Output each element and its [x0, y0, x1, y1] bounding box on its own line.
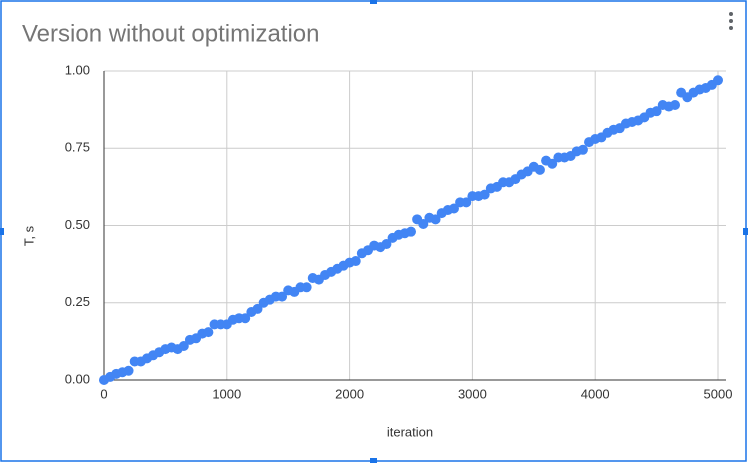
point: [406, 226, 416, 237]
x-tick-label: 3000: [458, 386, 487, 401]
point: [651, 106, 662, 117]
y-tick-label: 0.00: [65, 371, 90, 386]
point: [277, 291, 288, 302]
point: [252, 303, 263, 314]
x-tick-label: 4000: [581, 386, 610, 401]
point: [350, 256, 361, 267]
y-tick-label: 1.00: [65, 62, 90, 77]
y-axis-label: T, s: [21, 225, 36, 246]
point: [203, 327, 214, 338]
x-tick-label: 2000: [335, 386, 364, 401]
y-tick-label: 0.50: [65, 217, 90, 232]
point: [430, 214, 441, 225]
x-tick-label: 5000: [704, 386, 733, 401]
point: [534, 164, 545, 175]
point: [547, 158, 558, 169]
point: [448, 203, 459, 214]
point: [479, 189, 490, 200]
y-tick-label: 0.25: [65, 294, 90, 309]
x-tick-label: 0: [100, 386, 107, 401]
point: [301, 282, 312, 293]
point: [670, 99, 681, 110]
chart-title: Version without optimization: [22, 20, 320, 47]
menu-button[interactable]: [729, 12, 733, 30]
point: [713, 75, 723, 86]
point: [178, 341, 189, 352]
point: [240, 313, 251, 324]
point: [418, 218, 429, 229]
point: [577, 144, 588, 155]
x-axis-label: iteration: [387, 424, 433, 439]
point: [123, 365, 134, 376]
x-tick-label: 1000: [212, 386, 241, 401]
point: [461, 197, 472, 208]
y-tick-label: 0.75: [65, 140, 90, 155]
point: [381, 239, 392, 250]
